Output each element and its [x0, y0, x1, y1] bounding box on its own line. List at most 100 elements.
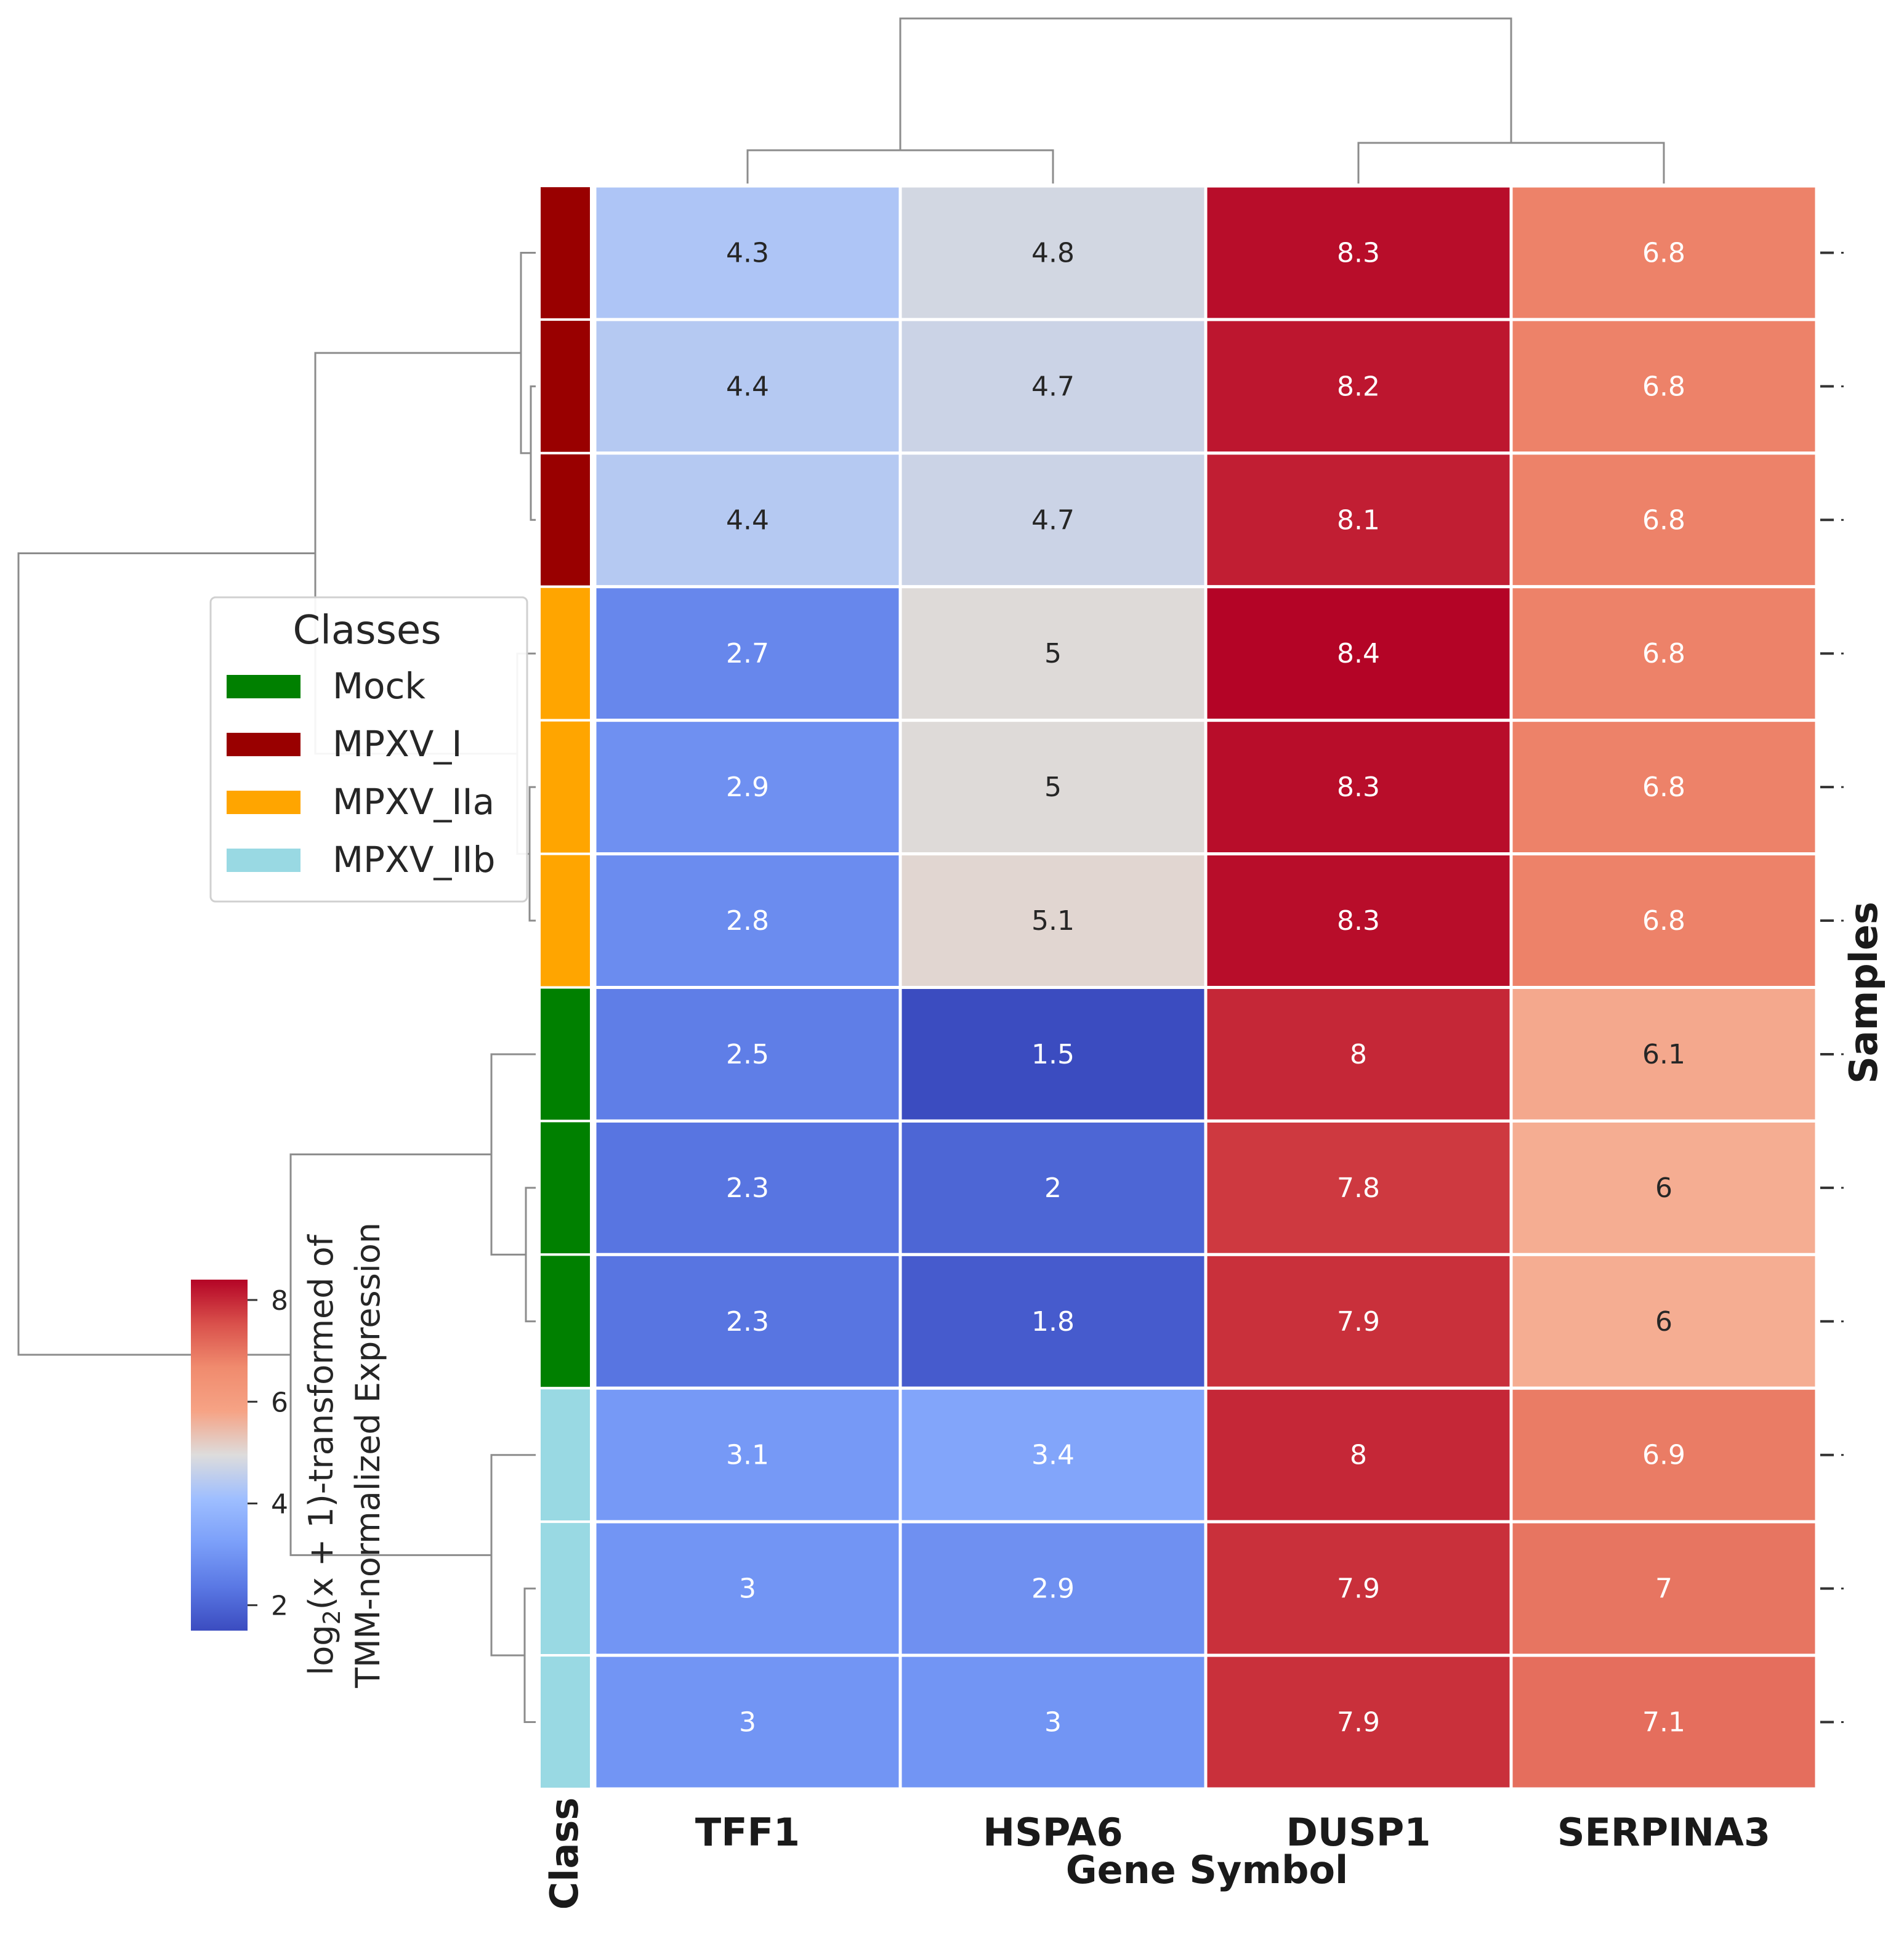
legend-swatch — [227, 849, 301, 872]
class-bar-segment — [538, 1253, 592, 1390]
cell-value-label: 3.4 — [1031, 1440, 1075, 1471]
dendrogram-link — [490, 1454, 536, 1657]
heatmap-cell — [898, 986, 1208, 1123]
cell-value-label: 2.8 — [726, 905, 769, 937]
legend-title: Classes — [292, 608, 441, 653]
cell-value-label: 8.3 — [1337, 905, 1380, 937]
colorbar-gradient — [191, 1280, 248, 1631]
cell-value-label: 8 — [1350, 1440, 1367, 1471]
cell-value-label: 4.3 — [726, 237, 769, 268]
dendrogram-link — [528, 786, 536, 922]
cell-value-label: 3 — [1044, 1707, 1062, 1738]
cell-value-label: 2.9 — [726, 772, 769, 803]
cell-value-label: 6 — [1655, 1306, 1672, 1338]
legend-label: MPXV_IIa — [333, 781, 494, 823]
cell-value-label: 3 — [739, 1707, 756, 1738]
colorbar-tick-label: 8 — [271, 1285, 288, 1317]
dendrogram-link — [899, 17, 1512, 150]
heatmap-cell — [1204, 852, 1513, 990]
legend-swatch — [227, 791, 301, 814]
cell-value-label: 7.9 — [1337, 1306, 1380, 1338]
heatmap-cell — [1509, 986, 1818, 1123]
row-ticks — [1820, 251, 1844, 1724]
legend-label: Mock — [333, 665, 426, 707]
cell-value-label: 8.2 — [1337, 371, 1380, 402]
class-bar-segment — [538, 185, 592, 321]
class-bar-segment — [538, 986, 592, 1123]
colorbar-label-sub: 2 — [318, 1610, 345, 1624]
cell-value-label: 2 — [1044, 1172, 1062, 1204]
cell-value-label: 8.1 — [1337, 504, 1380, 536]
class-bar-segment — [538, 852, 592, 989]
heatmap-cell — [898, 852, 1208, 990]
colorbar: log2(x + 1)-transformed of TMM-normalize… — [191, 1222, 387, 1689]
column-label: SERPINA3 — [1557, 1810, 1770, 1855]
legend-swatch — [227, 733, 301, 756]
heatmap-cell — [898, 318, 1208, 455]
cell-value-label: 7.9 — [1337, 1573, 1380, 1605]
cell-value-label: 6 — [1655, 1172, 1672, 1204]
cell-value-label: 6.1 — [1642, 1039, 1685, 1070]
axis-labels: Gene Symbol Samples Class TFF1 HSPA6 DUSP1… — [542, 902, 1886, 1910]
cell-value-label: 4.7 — [1031, 371, 1075, 402]
class-legend: Classes Mock MPXV_I MPXV_IIa MPXV_IIb — [209, 596, 528, 903]
heatmap-cell — [1509, 1653, 1818, 1791]
class-bar-segment — [538, 318, 592, 454]
heatmap-cell — [593, 1653, 902, 1791]
legend-label: MPXV_I — [333, 723, 462, 765]
cell-value-label: 6.8 — [1642, 905, 1685, 937]
legend-box — [209, 596, 528, 903]
dendrograms — [17, 17, 1665, 1724]
class-bar-segment — [538, 451, 592, 588]
class-bar-segment — [538, 1120, 592, 1256]
cell-value-label: 5 — [1044, 772, 1062, 803]
cell-value-label: 7.1 — [1642, 1707, 1685, 1738]
cell-value-label: 8.3 — [1337, 237, 1380, 268]
dendrogram-link — [523, 1588, 536, 1724]
class-bar-segment — [538, 719, 592, 855]
cell-value-label: 6.8 — [1642, 371, 1685, 402]
cell-value-label: 2.7 — [726, 638, 769, 669]
class-bar-segment — [538, 585, 592, 722]
dendrogram-link — [520, 251, 536, 454]
legend-swatch — [227, 675, 301, 698]
heatmap-cells: 4.3 4.8 8.3 6.8 4.4 4.7 8.2 6.8 4.4 4.7 8.1 6.8 2.7 5… — [593, 184, 1818, 1791]
dendrogram-link — [530, 385, 536, 521]
heatmap-cell — [1509, 1119, 1818, 1256]
colorbar-label-line2: TMM-normalized Expression — [349, 1222, 387, 1689]
colorbar-label: log2(x + 1)-transformed of — [302, 1233, 345, 1675]
heatmap-cell — [1509, 585, 1818, 722]
x-axis-title: Gene Symbol — [1066, 1847, 1349, 1892]
cell-value-label: 4.8 — [1031, 237, 1075, 268]
colorbar-tick-label: 2 — [271, 1591, 288, 1622]
class-bar-segment — [538, 1520, 592, 1657]
class-color-bar — [538, 185, 592, 1790]
heatmap-cell — [898, 1653, 1208, 1791]
heatmap-cell — [593, 451, 902, 589]
cell-value-label: 6.8 — [1642, 237, 1685, 268]
class-column-label: Class — [542, 1798, 587, 1910]
heatmap-cell — [1204, 585, 1513, 722]
heatmap-cell — [1509, 1386, 1818, 1523]
cell-value-label: 7 — [1655, 1573, 1672, 1605]
cell-value-label: 6.8 — [1642, 772, 1685, 803]
column-label: TFF1 — [695, 1810, 800, 1855]
heatmap-cell — [1204, 986, 1513, 1123]
cell-value-label: 3 — [739, 1573, 756, 1605]
cell-value-label: 2.3 — [726, 1306, 769, 1338]
cell-value-label: 2.3 — [726, 1172, 769, 1204]
cell-value-label: 3.1 — [726, 1440, 769, 1471]
colorbar-label-expr: (x + 1)-transformed of — [302, 1233, 341, 1610]
class-bar-segment — [538, 1387, 592, 1523]
heatmap-cell — [1204, 451, 1513, 589]
legend-label: MPXV_IIb — [333, 839, 495, 881]
dendrogram-link — [490, 1053, 536, 1256]
colorbar-label-log: log — [302, 1624, 341, 1675]
heatmap-cell — [1509, 451, 1818, 589]
heatmap-cell — [593, 1253, 902, 1390]
cell-value-label: 8.4 — [1337, 638, 1380, 669]
heatmap-cell — [1204, 184, 1513, 321]
cell-value-label: 7.9 — [1337, 1707, 1380, 1738]
cell-value-label: 6.8 — [1642, 504, 1685, 536]
